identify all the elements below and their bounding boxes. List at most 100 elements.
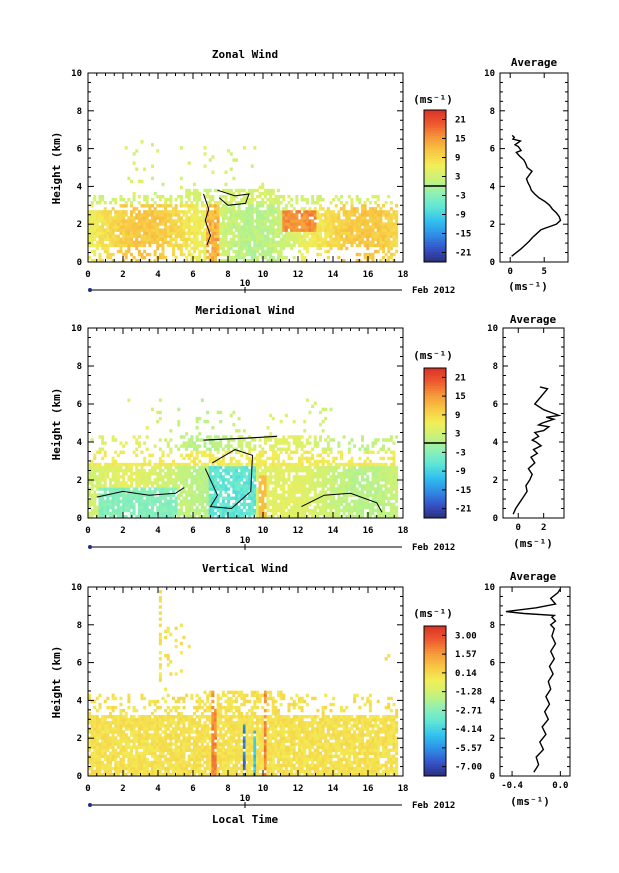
heatmap-cells — [88, 398, 399, 519]
heatmap-cell — [237, 255, 241, 260]
heatmap-cell — [200, 493, 204, 497]
heatmap-cell — [384, 472, 388, 476]
heatmap-cell — [114, 724, 118, 728]
heatmap-cell — [284, 237, 288, 242]
heatmap-cell — [98, 742, 102, 746]
heatmap-cell — [93, 472, 97, 476]
heatmap-cell — [366, 468, 370, 473]
heatmap-cell — [224, 194, 228, 199]
heatmap-cell — [284, 231, 288, 235]
heatmap-cell — [124, 219, 128, 223]
heatmap-cell — [101, 237, 105, 242]
heatmap-cell — [143, 210, 147, 214]
heatmap-cell — [395, 243, 399, 248]
heatmap-cell — [193, 204, 196, 208]
date-label: Feb 2012 — [412, 543, 455, 553]
heatmap-cell — [311, 240, 315, 245]
heatmap-cell — [140, 490, 144, 494]
heatmap-cell — [206, 191, 210, 196]
heatmap-cell — [274, 231, 278, 235]
heatmap-cell — [185, 472, 189, 476]
heatmap-cell — [140, 252, 144, 257]
heatmap-cell — [271, 243, 275, 248]
heatmap-cell — [227, 222, 231, 226]
heatmap-cell — [298, 456, 301, 461]
heatmap-cell — [206, 219, 210, 223]
heatmap-cell — [274, 249, 278, 254]
heatmap-cell — [389, 487, 393, 491]
heatmap-cell — [256, 222, 259, 226]
heatmap-cell — [161, 231, 165, 235]
heatmap-cell — [371, 222, 375, 226]
heatmap-cell — [111, 508, 115, 513]
heatmap-cell — [109, 711, 112, 716]
heatmap-cell — [182, 225, 186, 229]
heatmap-cell — [101, 435, 105, 439]
heatmap-cell — [174, 231, 178, 235]
heatmap-cell — [187, 228, 191, 232]
heatmap-cell — [164, 514, 168, 519]
heatmap-cell — [93, 219, 97, 223]
heatmap-cell — [103, 505, 107, 510]
heatmap-cell — [132, 194, 136, 199]
heatmap-cell — [308, 511, 312, 516]
heatmap-cell — [245, 475, 249, 479]
heatmap-cell — [266, 213, 270, 217]
heatmap-cell — [263, 438, 267, 442]
heatmap-cell — [382, 447, 385, 451]
heatmap-cell — [187, 441, 191, 445]
heatmap-cell — [182, 490, 186, 494]
heatmap-cell — [179, 194, 183, 199]
heatmap-cell — [219, 225, 223, 229]
heatmap-cell — [342, 228, 346, 232]
heatmap-cell — [111, 490, 115, 494]
heatmap-cell — [292, 207, 296, 211]
heatmap-cell — [122, 468, 126, 473]
heatmap-cell — [395, 499, 399, 504]
heatmap-cell — [353, 508, 357, 513]
heatmap-cell — [193, 468, 196, 473]
heatmap-cell — [384, 216, 388, 220]
heatmap-cell — [387, 194, 391, 199]
heatmap-cell — [158, 197, 162, 202]
heatmap-cell — [363, 207, 367, 211]
heatmap-cell — [95, 733, 99, 737]
heatmap-cell — [98, 702, 102, 707]
heatmap-cell — [363, 499, 367, 504]
heatmap-cell — [143, 508, 147, 513]
heatmap-cell — [135, 484, 139, 488]
heatmap-cell — [387, 481, 391, 485]
heatmap-cell — [193, 243, 196, 248]
heatmap-cell — [182, 487, 186, 491]
heatmap-cell — [277, 201, 280, 205]
heatmap-cell — [321, 490, 325, 494]
heatmap-cell — [266, 231, 270, 235]
heatmap-cell — [292, 231, 296, 235]
heatmap-cell — [253, 499, 257, 504]
heatmap-cell — [311, 475, 315, 479]
heatmap-cell — [340, 496, 343, 500]
heatmap-cell — [332, 505, 336, 510]
heatmap-cell — [198, 240, 202, 245]
heatmap-cell — [316, 462, 320, 467]
heatmap-cell — [305, 493, 309, 497]
heatmap-cell — [305, 213, 309, 217]
heatmap-cell — [116, 484, 120, 488]
heatmap-cell — [164, 511, 168, 516]
heatmap-cell — [95, 475, 99, 479]
heatmap-cell — [145, 435, 149, 439]
heatmap-cell — [224, 222, 228, 226]
heatmap-cell — [245, 490, 249, 494]
heatmap-cell — [174, 228, 178, 232]
heatmap-cell — [95, 465, 99, 470]
heatmap-cell — [164, 225, 168, 229]
heatmap-cell — [279, 478, 283, 482]
heatmap-cell — [342, 213, 346, 217]
heatmap-cell — [185, 237, 189, 242]
heatmap-cell — [326, 478, 330, 482]
heatmap-cell — [200, 475, 204, 479]
heatmap-cell — [311, 201, 315, 205]
heatmap-cell — [156, 194, 160, 199]
heatmap-cell — [337, 450, 341, 454]
heatmap-cell — [116, 745, 120, 749]
